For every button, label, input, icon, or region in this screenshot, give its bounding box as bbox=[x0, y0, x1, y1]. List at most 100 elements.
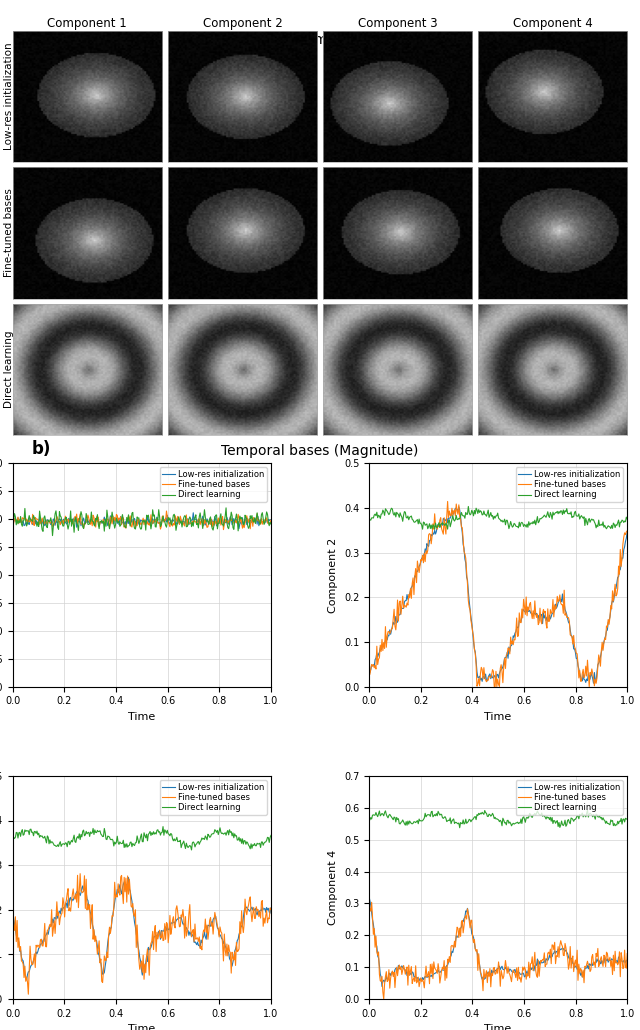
Fine-tuned bases bbox=[365, 666, 373, 679]
Fine-tuned bases bbox=[584, 959, 592, 971]
Y-axis label: Low-res initialization: Low-res initialization bbox=[4, 42, 13, 150]
Low-res initialization bbox=[366, 666, 374, 679]
Direct learning bbox=[244, 522, 252, 535]
Y-axis label: Fine-tuned bases: Fine-tuned bases bbox=[4, 188, 13, 277]
Direct learning bbox=[163, 521, 170, 534]
Fine-tuned bases bbox=[228, 514, 236, 526]
Fine-tuned bases bbox=[163, 505, 170, 517]
Low-res initialization bbox=[235, 522, 243, 535]
Direct learning bbox=[267, 518, 275, 530]
Line: Direct learning: Direct learning bbox=[13, 508, 271, 536]
Low-res initialization bbox=[584, 959, 591, 971]
Text: Spatial bases (Normalized magnitude): Spatial bases (Normalized magnitude) bbox=[187, 33, 453, 47]
Fine-tuned bases bbox=[168, 518, 175, 530]
Line: Low-res initialization: Low-res initialization bbox=[13, 878, 271, 980]
Direct learning bbox=[520, 811, 527, 823]
Direct learning bbox=[188, 844, 195, 856]
Direct learning bbox=[584, 804, 591, 817]
Fine-tuned bases bbox=[520, 964, 527, 976]
Title: Component 3: Component 3 bbox=[358, 16, 437, 30]
Fine-tuned bases bbox=[365, 903, 373, 916]
Low-res initialization bbox=[623, 525, 631, 538]
Fine-tuned bases bbox=[267, 903, 275, 916]
Low-res initialization bbox=[9, 904, 17, 917]
Y-axis label: Direct learning: Direct learning bbox=[4, 331, 13, 408]
Low-res initialization bbox=[365, 666, 373, 679]
Direct learning bbox=[456, 822, 463, 834]
Direct learning bbox=[49, 529, 56, 542]
Line: Fine-tuned bases: Fine-tuned bases bbox=[13, 873, 271, 994]
Low-res initialization bbox=[601, 632, 609, 645]
Fine-tuned bases bbox=[366, 668, 374, 681]
Fine-tuned bases bbox=[601, 950, 609, 962]
Direct learning bbox=[10, 831, 17, 844]
Fine-tuned bases bbox=[520, 593, 527, 606]
Low-res initialization bbox=[9, 514, 17, 526]
Low-res initialization bbox=[10, 515, 17, 527]
Low-res initialization bbox=[244, 515, 252, 527]
Text: b): b) bbox=[31, 440, 51, 458]
Low-res initialization bbox=[600, 957, 608, 969]
Direct learning bbox=[366, 514, 374, 526]
Low-res initialization bbox=[163, 516, 170, 528]
Direct learning bbox=[163, 515, 171, 527]
Title: Component 4: Component 4 bbox=[513, 16, 593, 30]
Direct learning bbox=[228, 829, 236, 842]
Direct learning bbox=[10, 513, 17, 525]
Low-res initialization bbox=[169, 917, 177, 929]
Fine-tuned bases bbox=[163, 918, 171, 930]
Direct learning bbox=[524, 812, 532, 824]
Direct learning bbox=[584, 811, 592, 823]
Legend: Low-res initialization, Fine-tuned bases, Direct learning: Low-res initialization, Fine-tuned bases… bbox=[516, 468, 623, 502]
Low-res initialization bbox=[244, 903, 252, 916]
Direct learning bbox=[584, 514, 592, 526]
Direct learning bbox=[222, 502, 230, 514]
X-axis label: Time: Time bbox=[128, 712, 156, 722]
Direct learning bbox=[525, 516, 532, 528]
Direct learning bbox=[365, 813, 373, 825]
Direct learning bbox=[520, 520, 527, 533]
Y-axis label: Component 4: Component 4 bbox=[328, 850, 339, 925]
Fine-tuned bases bbox=[162, 514, 170, 526]
Direct learning bbox=[431, 523, 438, 536]
Fine-tuned bases bbox=[368, 896, 376, 908]
Fine-tuned bases bbox=[623, 948, 631, 960]
Fine-tuned bases bbox=[164, 936, 172, 949]
Fine-tuned bases bbox=[220, 523, 227, 536]
Fine-tuned bases bbox=[169, 914, 177, 926]
Fine-tuned bases bbox=[244, 899, 252, 912]
Fine-tuned bases bbox=[584, 667, 592, 680]
Low-res initialization bbox=[125, 871, 132, 884]
Direct learning bbox=[168, 828, 175, 840]
Low-res initialization bbox=[378, 981, 386, 993]
Low-res initialization bbox=[23, 973, 31, 986]
Fine-tuned bases bbox=[366, 902, 374, 915]
Fine-tuned bases bbox=[24, 988, 32, 1000]
Low-res initialization bbox=[519, 605, 527, 617]
Low-res initialization bbox=[162, 512, 170, 524]
Direct learning bbox=[228, 510, 236, 522]
Direct learning bbox=[465, 501, 472, 513]
Title: Component 2: Component 2 bbox=[203, 16, 282, 30]
Direct learning bbox=[168, 519, 175, 531]
Fine-tuned bases bbox=[9, 518, 17, 530]
Direct learning bbox=[520, 518, 528, 530]
Fine-tuned bases bbox=[380, 993, 388, 1005]
Fine-tuned bases bbox=[163, 512, 171, 524]
Direct learning bbox=[163, 824, 171, 836]
Low-res initialization bbox=[524, 605, 532, 617]
Direct learning bbox=[623, 513, 631, 525]
Low-res initialization bbox=[227, 513, 235, 525]
Low-res initialization bbox=[455, 501, 463, 513]
Line: Fine-tuned bases: Fine-tuned bases bbox=[369, 902, 627, 999]
X-axis label: Time: Time bbox=[484, 712, 512, 722]
X-axis label: Time: Time bbox=[128, 1025, 156, 1030]
Low-res initialization bbox=[267, 514, 275, 526]
Low-res initialization bbox=[228, 960, 236, 972]
Direct learning bbox=[9, 834, 17, 847]
Low-res initialization bbox=[365, 890, 373, 902]
Low-res initialization bbox=[623, 955, 631, 967]
Low-res initialization bbox=[524, 969, 532, 982]
Direct learning bbox=[163, 827, 170, 839]
Direct learning bbox=[623, 813, 631, 825]
